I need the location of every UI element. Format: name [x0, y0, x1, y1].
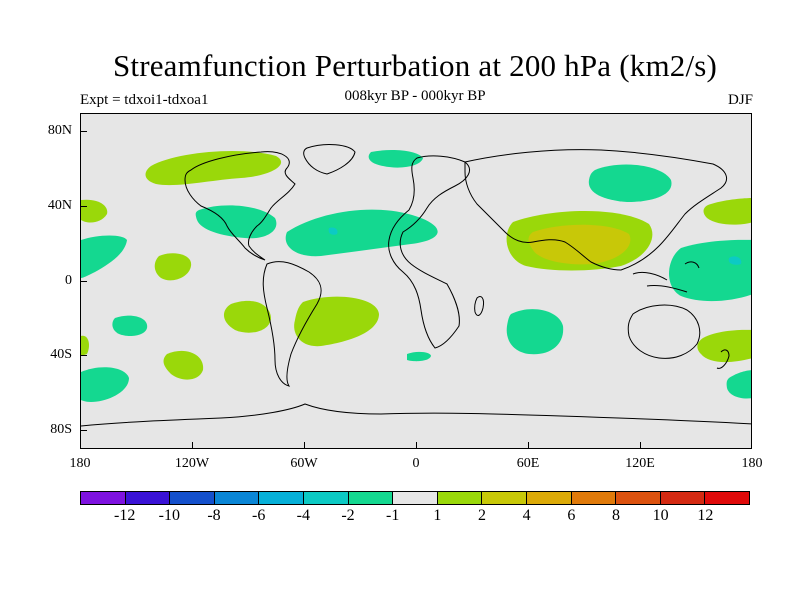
- lon-tick: [528, 442, 529, 449]
- color-scale-label: 10: [652, 507, 669, 524]
- anomaly-positive-west-edge: [81, 335, 89, 356]
- new-zealand-coast: [716, 349, 730, 369]
- lat-tick: [80, 430, 87, 431]
- anomaly-negative-south-far-west: [81, 367, 129, 402]
- europe-africa-coast: [388, 155, 470, 349]
- anomaly-negative-atlantic-north: [195, 205, 277, 239]
- lat-label-0: 0: [65, 273, 72, 288]
- experiment-label: Expt = tdxoi1-tdxoa1: [80, 92, 209, 108]
- lat-tick: [80, 206, 87, 207]
- color-scale-label: -1: [385, 507, 400, 524]
- color-scale-box: [348, 492, 394, 504]
- color-scale-box: [170, 492, 215, 504]
- color-scale-box: [571, 492, 617, 504]
- anomaly-regions: [81, 150, 751, 402]
- anomaly-negative-east-pacific: [81, 235, 127, 278]
- south-america-coast: [262, 261, 322, 387]
- color-scale-box: [259, 492, 304, 504]
- anomaly-negative-south-pacific-west: [112, 315, 148, 336]
- anomaly-negative-arctic: [368, 150, 423, 168]
- antarctica-coast: [81, 403, 751, 427]
- coastlines: [81, 144, 751, 427]
- anomaly-negative-core-pacific: [728, 256, 742, 265]
- color-scale-box: [125, 492, 171, 504]
- color-scale-label: 6: [567, 507, 576, 524]
- lon-tick: [192, 442, 193, 449]
- color-scale-label: 8: [612, 507, 620, 524]
- color-scale-box: [393, 492, 438, 504]
- color-scale-box: [526, 492, 572, 504]
- anomaly-negative-core-atlantic: [328, 227, 338, 235]
- lon-tick: [416, 442, 417, 449]
- anomaly-negative-atlantic: [285, 209, 438, 257]
- lat-label-40s: 40S: [50, 347, 72, 362]
- color-scale-label: 12: [697, 507, 714, 524]
- season-label: DJF: [727, 92, 753, 108]
- australia-coast: [627, 304, 701, 359]
- anomaly-positive-south-atlantic: [294, 296, 379, 347]
- color-scale-box: [705, 492, 749, 504]
- lat-tick: [80, 131, 87, 132]
- color-scale-label: -6: [251, 507, 266, 524]
- color-scale-label: -2: [341, 507, 355, 524]
- color-scale-label: -8: [207, 507, 221, 524]
- asia-coast: [464, 149, 728, 271]
- color-scale-label: 2: [478, 507, 486, 524]
- map-panel: [80, 113, 752, 449]
- lon-tick: [640, 442, 641, 449]
- lon-label-180w: 180: [69, 456, 91, 471]
- anomaly-positive-south-pacific: [223, 300, 271, 333]
- anomaly-negative-indian-ocean: [506, 309, 564, 355]
- lon-label-180e: 180: [741, 456, 763, 471]
- madagascar-coast: [474, 295, 484, 316]
- lon-label-120w: 120W: [174, 456, 210, 471]
- color-scale-box: [214, 492, 260, 504]
- color-scale-box: [437, 492, 483, 504]
- anomaly-negative-south-east: [726, 370, 751, 399]
- lat-label-80s: 80S: [50, 422, 72, 437]
- color-scale-box: [482, 492, 527, 504]
- color-scale-label: 4: [522, 507, 531, 524]
- color-scale-label: -12: [113, 507, 136, 524]
- lat-tick: [80, 281, 87, 282]
- anomaly-positive-pacific-mid: [154, 253, 192, 281]
- anomaly-negative-south-indian: [407, 351, 431, 362]
- lon-label-60w: 60W: [290, 456, 318, 471]
- anomaly-positive-north-america: [145, 151, 282, 186]
- map-title: Streamfunction Perturbation at 200 hPa (…: [112, 48, 718, 83]
- period-subtitle: 008kyr BP - 000kyr BP: [344, 88, 486, 104]
- anomaly-positive-pacific-west: [81, 199, 108, 223]
- anomaly-negative-north-pacific: [588, 164, 672, 202]
- anomaly-strong-positive-asia: [528, 224, 631, 265]
- lon-label-120e: 120E: [625, 456, 655, 471]
- color-scale-label: -10: [158, 507, 180, 524]
- anomaly-positive-australia-south: [697, 329, 751, 363]
- lat-label-40n: 40N: [47, 198, 72, 213]
- lat-tick: [80, 355, 87, 356]
- greenland-coast: [303, 144, 356, 175]
- north-america-coast: [184, 151, 296, 261]
- anomaly-positive-south-pacific-2: [163, 350, 204, 380]
- anomaly-positive-north-pacific-east: [703, 198, 751, 225]
- anomaly-map: [81, 144, 751, 427]
- color-scale-label: -4: [296, 507, 310, 524]
- lon-tick: [304, 442, 305, 449]
- lat-label-80n: 80N: [47, 123, 72, 138]
- lon-label-0: 0: [412, 456, 420, 471]
- anomaly-negative-west-pacific: [669, 239, 751, 302]
- color-scale-label: 1: [433, 507, 442, 524]
- color-scale-box: [616, 492, 661, 504]
- southeast-asia-islands: [632, 261, 700, 293]
- color-scale-box: [303, 492, 349, 504]
- color-scale-bar: [80, 491, 750, 505]
- color-scale-box: [660, 492, 706, 504]
- color-scale-box: [81, 492, 126, 504]
- lon-label-60e: 60E: [516, 456, 540, 471]
